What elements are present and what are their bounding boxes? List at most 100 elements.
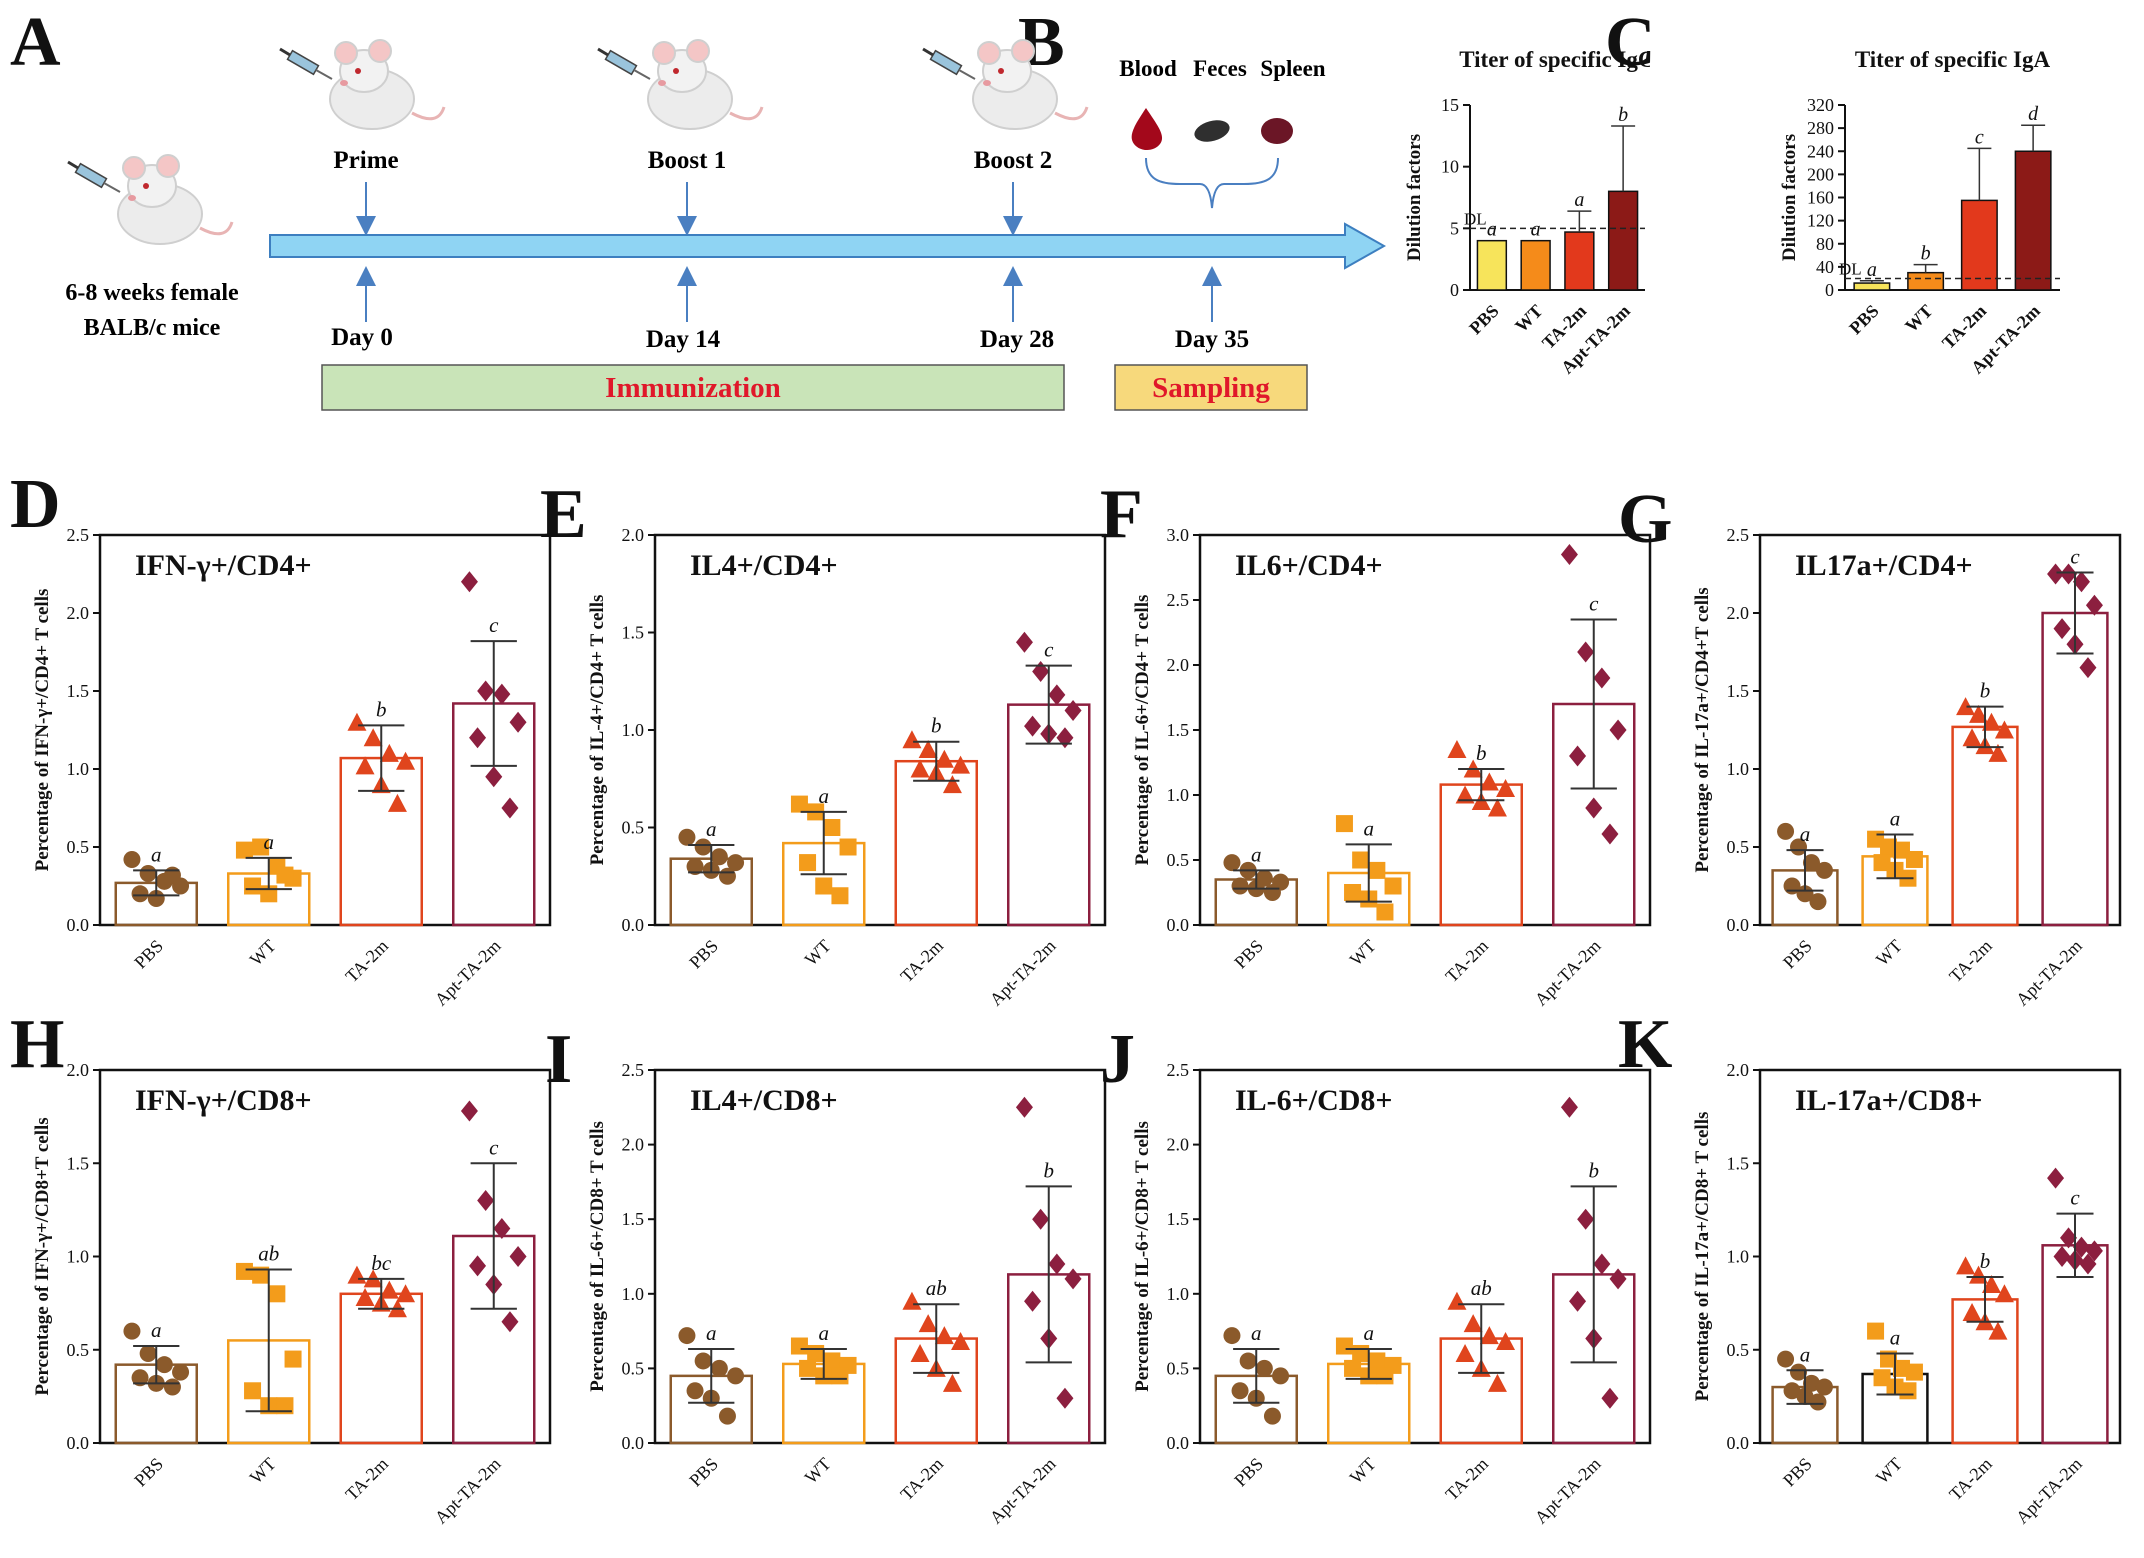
chart-title: IL17a+/CD4+ [1795,549,1973,582]
significance-letter: b [376,697,387,721]
data-point [1344,884,1361,901]
x-tick-label: Apt-TA-2m [1531,936,1605,1010]
data-point [840,839,857,856]
data-point [799,1360,816,1377]
data-point [493,684,510,705]
data-point [791,1338,808,1355]
y-tick-label: 1.0 [1727,759,1750,779]
y-tick-label: 1.0 [67,759,90,779]
data-point [1777,1351,1794,1368]
x-tick-label: TA-2m [896,1454,947,1505]
y-tick-label: 1.5 [1727,1153,1750,1173]
data-point [1065,700,1082,721]
data-point [1256,1360,1273,1377]
significance-letter: a [819,784,830,808]
data-point [1385,878,1402,895]
data-point [1963,1303,1982,1321]
data-point [719,1408,736,1425]
x-tick-label: PBS [685,936,722,973]
day-28: Day 28 [980,326,1054,353]
plot-frame [1200,1070,1650,1443]
plot-frame [655,1070,1105,1443]
y-tick-label: 0.5 [1167,1358,1190,1378]
y-tick-label: 1.5 [1727,681,1750,701]
y-tick-label: 1.0 [622,1284,645,1304]
detection-limit-label: DL [1464,209,1487,228]
data-point [380,1281,399,1299]
y-tick-label: 0.0 [622,915,645,935]
data-point [902,1292,921,1310]
data-point [1577,642,1594,663]
x-tick-label: WT [1511,301,1546,336]
significance-letter: b [1476,741,1487,765]
chart-h-ifng-cd8: IFN-γ+/CD8+ 0.0 0.5 1.0 1.5 2.0 Percentage of … [20,1055,580,1558]
bar [341,1294,422,1443]
y-tick-label: 0 [1450,280,1459,300]
significance-letter: a [151,1318,162,1342]
y-tick-label: 1.5 [1167,1209,1190,1229]
y-axis-label: Dilution factors [1404,134,1425,261]
significance-letter: b [931,714,942,738]
chart-title: IL-17a+/CD8+ [1795,1084,1983,1117]
data-point [1906,1364,1923,1381]
data-point [1240,1352,1257,1369]
mouse-icon [68,155,232,244]
y-axis-label: Dilution factors [1779,134,1800,261]
data-point [1488,1374,1507,1392]
data-point [1585,798,1602,819]
significance-letter: b [1044,1158,1055,1182]
sample-feces-label: Feces [1193,56,1247,81]
y-tick-label: 2.0 [622,1135,645,1155]
x-tick-label: WT [246,1454,280,1488]
data-point [485,766,502,787]
data-point [2047,1168,2064,1189]
data-point [1336,815,1353,832]
y-axis-label: Percentage of IL-17a+/CD8+ T cells [1692,1112,1713,1402]
data-point [687,1382,704,1399]
data-point [1032,661,1049,682]
data-point [123,1323,140,1340]
data-point [1065,1268,1082,1289]
data-point [1569,746,1586,767]
chart-i-il4-cd8: IL4+/CD8+ 0.0 0.5 1.0 1.5 2.0 2.5 Percentage of… [575,1055,1135,1558]
significance-letter: a [1800,1342,1811,1366]
significance-letter: a [1251,842,1262,866]
mice-label-line1: 6-8 weeks female [65,280,239,306]
bar [2015,151,2050,290]
data-point [1447,740,1466,758]
y-tick-label: 160 [1807,188,1834,208]
y-axis-label: Percentage of IL-17a+/CD4+T cells [1692,587,1713,872]
data-point [1809,893,1826,910]
mouse-icon [598,40,762,129]
chart-title: Titer of specific IgG [1459,47,1650,72]
significance-letter: a [819,1321,830,1345]
data-point [172,1364,189,1381]
y-tick-label: 1.5 [1167,720,1190,740]
y-tick-label: 2.0 [1727,603,1750,623]
y-tick-label: 2.0 [1167,1135,1190,1155]
data-point [2054,618,2071,639]
data-point [1464,1314,1483,1332]
y-tick-label: 2.5 [622,1060,645,1080]
x-tick-label: WT [1872,936,1906,970]
chart-d-ifng-cd4: IFN-γ+/CD4+0.00.51.01.52.02.5Percentage … [20,520,580,1040]
y-tick-label: 2.0 [1167,655,1190,675]
x-tick-label: Apt-TA-2m [1531,1454,1605,1528]
significance-letter: a [1867,259,1877,281]
x-tick-label: PBS [1779,936,1816,973]
y-tick-label: 1.0 [67,1247,90,1267]
x-tick-label: PBS [130,1454,167,1491]
data-point [1899,1382,1916,1399]
significance-letter: ab [258,1242,279,1266]
chart-title: IL-6+/CD8+ [1235,1084,1393,1117]
chart-e-il4-cd4: IL4+/CD4+0.00.51.01.52.0Percentage of IL… [575,520,1135,1040]
data-point [156,1356,173,1373]
data-point [347,1266,366,1284]
data-point [911,1344,930,1362]
data-point [823,1352,840,1369]
chart-b-igg-titer: Titer of specific IgG051015Dilution fact… [1390,40,1650,480]
data-point [396,752,415,770]
mouse-icon [923,40,1087,129]
significance-letter: a [706,817,717,841]
data-point [388,794,407,812]
